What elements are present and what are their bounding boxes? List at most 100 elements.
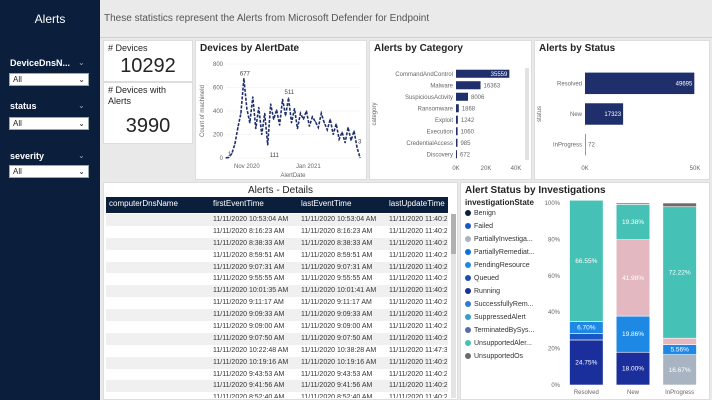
legend-label: PartiallyInvestiga... (474, 236, 533, 243)
data-label: 985 (460, 141, 471, 147)
y-tick-label: 100% (545, 201, 561, 207)
investigation-chart-title: Alert Status by Investigations (465, 185, 606, 196)
table-scrollbar[interactable] (451, 214, 456, 398)
legend-item[interactable]: TerminatedBySys... (465, 327, 545, 340)
kpi-devices-card: # Devices 10292 (103, 40, 193, 82)
table-row[interactable]: 11/11/2020 10:53:04 AM 11/11/2020 10:53:0… (106, 214, 448, 226)
legend-item[interactable]: PartiallyRemediat... (465, 249, 545, 262)
legend-item[interactable]: Failed (465, 223, 545, 236)
x-axis-label: AlertDate (280, 173, 306, 179)
data-point (335, 123, 337, 125)
table-row[interactable]: 11/11/2020 9:09:33 AM 11/11/2020 9:09:33 … (106, 309, 448, 322)
table-cell: 11/11/2020 8:16:23 AM (301, 227, 373, 235)
data-label: 19.86% (622, 331, 644, 338)
data-point (287, 97, 290, 99)
data-label: 1 (228, 152, 232, 158)
table-cell: 11/11/2020 11:40:2 (389, 394, 447, 398)
table-cell: 11/11/2020 11:40:2 (389, 299, 447, 307)
table-row[interactable]: 11/11/2020 9:55:55 AM 11/11/2020 9:55:55 … (106, 273, 448, 285)
legend-item[interactable]: Queued (465, 275, 545, 288)
data-label: 1242 (461, 118, 475, 124)
data-label: 19.38% (622, 219, 644, 226)
data-point (350, 139, 352, 141)
data-point (246, 108, 248, 110)
data-point (225, 157, 227, 159)
legend-marker (465, 236, 471, 243)
filter-sidebar (0, 38, 100, 400)
chevron-down-icon[interactable]: ⌄ (78, 58, 85, 67)
table-row[interactable]: 11/11/2020 10:01:35 AM 11/11/2020 10:01:4… (106, 285, 448, 298)
table-cell: 11/11/2020 11:40:2 (389, 239, 447, 247)
legend-item[interactable]: UnsupportedOs (465, 353, 545, 366)
table-cell: 11/11/2020 11:40:2 (389, 334, 447, 342)
table-cell: 11/11/2020 10:19:16 AM (301, 358, 377, 366)
table-row[interactable]: 11/11/2020 9:09:00 AM 11/11/2020 9:09:00 … (106, 321, 448, 333)
chevron-down-icon[interactable]: ⌄ (78, 151, 85, 160)
table-row[interactable]: 11/11/2020 9:07:31 AM 11/11/2020 9:07:31 … (106, 261, 448, 274)
legend-item[interactable]: Running (465, 288, 545, 301)
data-label: 1060 (461, 129, 475, 135)
bar (456, 81, 481, 90)
table-row[interactable]: 11/11/2020 8:38:33 AM 11/11/2020 8:38:33 … (106, 237, 448, 250)
table-cell: 11/11/2020 9:43:53 AM (301, 370, 373, 378)
data-point (249, 122, 251, 124)
table-row[interactable]: 11/11/2020 8:59:51 AM 11/11/2020 8:59:51 … (106, 250, 448, 262)
table-row[interactable]: 11/11/2020 9:07:50 AM 11/11/2020 9:07:50 … (106, 332, 448, 345)
table-scrollbar-thumb[interactable] (451, 214, 456, 254)
y-axis-label: status (537, 106, 543, 122)
investigation-chart-card: Alert Status by Investigations investiga… (460, 182, 710, 400)
filter-select-device[interactable]: All ⌄ (9, 73, 89, 86)
filter-select-severity[interactable]: All ⌄ (9, 165, 89, 178)
legend-item[interactable]: UnsupportedAler... (465, 340, 545, 353)
table-row[interactable]: 11/11/2020 8:52:40 AM 11/11/2020 8:52:40 … (106, 392, 448, 398)
col-header[interactable]: lastUpdateTime (389, 199, 445, 208)
table-row[interactable]: 11/11/2020 9:43:53 AM 11/11/2020 9:43:53 … (106, 369, 448, 381)
chevron-down-icon: ⌄ (78, 75, 85, 84)
data-point (323, 122, 325, 124)
kpi-devices-value: 10292 (120, 55, 176, 77)
x-tick-label: Resolved (574, 390, 599, 396)
table-cell: 11/11/2020 9:41:56 AM (213, 382, 285, 390)
table-body[interactable]: 11/11/2020 10:53:04 AM 11/11/2020 10:53:0… (106, 214, 448, 398)
stack-segment (662, 354, 697, 386)
data-label: 72.22% (669, 269, 691, 276)
col-header[interactable]: lastEventTime (301, 199, 352, 208)
table-cell: 11/11/2020 11:40:2 (389, 382, 447, 390)
legend-item[interactable]: PartiallyInvestiga... (465, 236, 545, 249)
x-tick-label: Jan 2021 (296, 164, 321, 170)
y-tick-label: 400 (213, 109, 224, 115)
legend: Benign Failed PartiallyInvestiga... Partial… (465, 210, 545, 366)
table-cell: 11/11/2020 9:11:17 AM (213, 299, 284, 307)
y-tick-label: 20% (548, 347, 561, 353)
table-cell: 11/11/2020 9:09:33 AM (213, 311, 285, 319)
data-point (293, 108, 296, 110)
legend-item[interactable]: Benign (465, 210, 545, 223)
table-cell: 11/11/2020 8:38:33 AM (301, 239, 373, 247)
legend-item[interactable]: SuppressedAlert (465, 314, 545, 327)
data-label: 8006 (471, 95, 485, 101)
bar (585, 103, 624, 125)
legend-marker (465, 288, 471, 295)
data-point (258, 106, 260, 109)
legend-marker (465, 262, 471, 269)
filter-select-status[interactable]: All ⌄ (9, 117, 89, 130)
table-cell: 11/11/2020 10:53:04 AM (213, 216, 289, 223)
table-row[interactable]: 11/11/2020 9:41:56 AM 11/11/2020 9:41:56 … (106, 380, 448, 393)
table-cell: 11/11/2020 11:40:2 (389, 275, 447, 283)
table-row[interactable]: 11/11/2020 10:19:16 AM 11/11/2020 10:19:1… (106, 356, 448, 369)
table-cell: 11/11/2020 11:40:2 (389, 251, 447, 259)
legend-item[interactable]: PendingResource (465, 262, 545, 275)
data-point (290, 122, 293, 124)
data-label: 24.75% (575, 359, 597, 366)
table-row[interactable]: 11/11/2020 8:16:23 AM 11/11/2020 8:16:23 … (106, 226, 448, 238)
legend-item[interactable]: SuccessfullyRem... (465, 301, 545, 314)
table-row[interactable]: 11/11/2020 10:22:48 AM 11/11/2020 10:38:2… (106, 345, 448, 357)
table-cell: 11/11/2020 10:01:41 AM (301, 287, 377, 295)
x-tick-label: InProgress (665, 390, 694, 396)
col-header[interactable]: firstEventTime (213, 199, 264, 208)
chevron-down-icon[interactable]: ⌄ (78, 101, 85, 110)
col-header[interactable]: computerDnsName (109, 199, 178, 208)
table-row[interactable]: 11/11/2020 9:11:17 AM 11/11/2020 9:11:17 … (106, 297, 448, 309)
data-point (255, 128, 257, 130)
details-table-card: Alerts - Details computerDnsName firstEv… (103, 182, 458, 400)
